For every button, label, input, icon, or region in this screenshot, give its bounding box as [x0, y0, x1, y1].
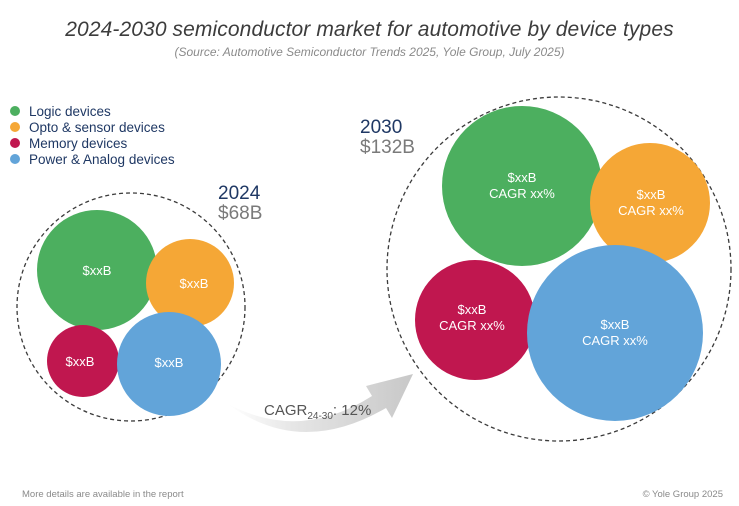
cagr-subscript: 24-30	[307, 411, 333, 422]
legend-swatch-opto-sensor	[10, 122, 20, 132]
cagr-value: : 12%	[333, 402, 371, 419]
bubble-2030-power-analog: $xxB CAGR xx%	[527, 245, 703, 421]
legend-swatch-memory	[10, 138, 20, 148]
bubble-2024-power-analog-shape	[117, 312, 221, 416]
group-boundary-2024	[16, 192, 246, 422]
bubble-2030-memory: $xxB CAGR xx%	[415, 260, 535, 380]
year-label-2024: 2024	[218, 183, 261, 204]
bubbles-2024: $xxB $xxB $xxB $xxB	[37, 210, 234, 416]
bubbles-2030: $xxB CAGR xx% $xxB CAGR xx% $xxB CAGR xx…	[415, 106, 710, 421]
legend-item-power-analog: Power & Analog devices	[10, 151, 175, 167]
bubble-2024-memory-value: $xxB	[66, 354, 95, 369]
bubble-2024-power-analog-value: $xxB	[155, 355, 184, 370]
bubble-2030-memory-value: $xxB	[458, 302, 487, 317]
bubble-2030-logic-cagr: CAGR xx%	[489, 186, 555, 201]
bubble-2030-memory-shape	[415, 260, 535, 380]
bubble-2030-logic-shape	[442, 106, 602, 266]
bubble-2030-opto-sensor-shape	[590, 143, 710, 263]
year-block-2030: 2030 $132B	[360, 118, 415, 158]
chart-title: 2024-2030 semiconductor market for autom…	[65, 18, 674, 41]
legend-item-memory: Memory devices	[10, 135, 175, 151]
legend-label-opto-sensor: Opto & sensor devices	[29, 119, 165, 135]
copyright-notice: © Yole Group 2025	[642, 489, 723, 500]
bubble-2030-opto-sensor-value: $xxB	[637, 187, 666, 202]
year-block-2024: 2024 $68B	[218, 184, 262, 224]
legend: Logic devices Opto & sensor devices Memo…	[10, 103, 175, 167]
bubble-2024-opto-sensor-value: $xxB	[180, 276, 209, 291]
total-label-2030: $132B	[360, 136, 415, 158]
bubble-2024-logic: $xxB	[37, 210, 157, 330]
footer-note: More details are available in the report	[22, 489, 184, 500]
cagr-label: CAGR24-30: 12%	[264, 402, 371, 422]
bubble-2024-logic-shape	[37, 210, 157, 330]
bubble-2024-memory: $xxB	[47, 325, 119, 397]
bubble-2030-logic-value: $xxB	[508, 170, 537, 185]
total-label-2024: $68B	[218, 202, 263, 224]
chart-subtitle: (Source: Automotive Semiconductor Trends…	[174, 45, 565, 59]
cagr-prefix: CAGR	[264, 402, 308, 419]
legend-item-logic: Logic devices	[10, 103, 175, 119]
bubble-2024-logic-value: $xxB	[83, 263, 112, 278]
bubble-2030-power-analog-shape	[527, 245, 703, 421]
bubble-2030-logic: $xxB CAGR xx%	[442, 106, 602, 266]
bubble-2024-power-analog: $xxB	[117, 312, 221, 416]
bubble-2024-opto-sensor-shape	[146, 239, 234, 327]
bubble-2030-power-analog-cagr: CAGR xx%	[582, 333, 648, 348]
legend-label-power-analog: Power & Analog devices	[29, 151, 175, 167]
legend-swatch-power-analog	[10, 154, 20, 164]
legend-label-memory: Memory devices	[29, 135, 128, 151]
legend-label-logic: Logic devices	[29, 103, 111, 119]
bubble-2024-opto-sensor: $xxB	[146, 239, 234, 327]
bubble-2030-opto-sensor: $xxB CAGR xx%	[590, 143, 710, 263]
bubble-2030-power-analog-value: $xxB	[601, 317, 630, 332]
bubble-2024-memory-shape	[47, 325, 119, 397]
growth-arrow	[228, 374, 413, 433]
bubble-2030-memory-cagr: CAGR xx%	[439, 318, 505, 333]
bubble-2030-opto-sensor-cagr: CAGR xx%	[618, 203, 684, 218]
year-label-2030: 2030	[360, 117, 403, 138]
group-boundary-2030	[386, 96, 732, 442]
legend-swatch-logic	[10, 106, 20, 116]
legend-item-opto-sensor: Opto & sensor devices	[10, 119, 175, 135]
